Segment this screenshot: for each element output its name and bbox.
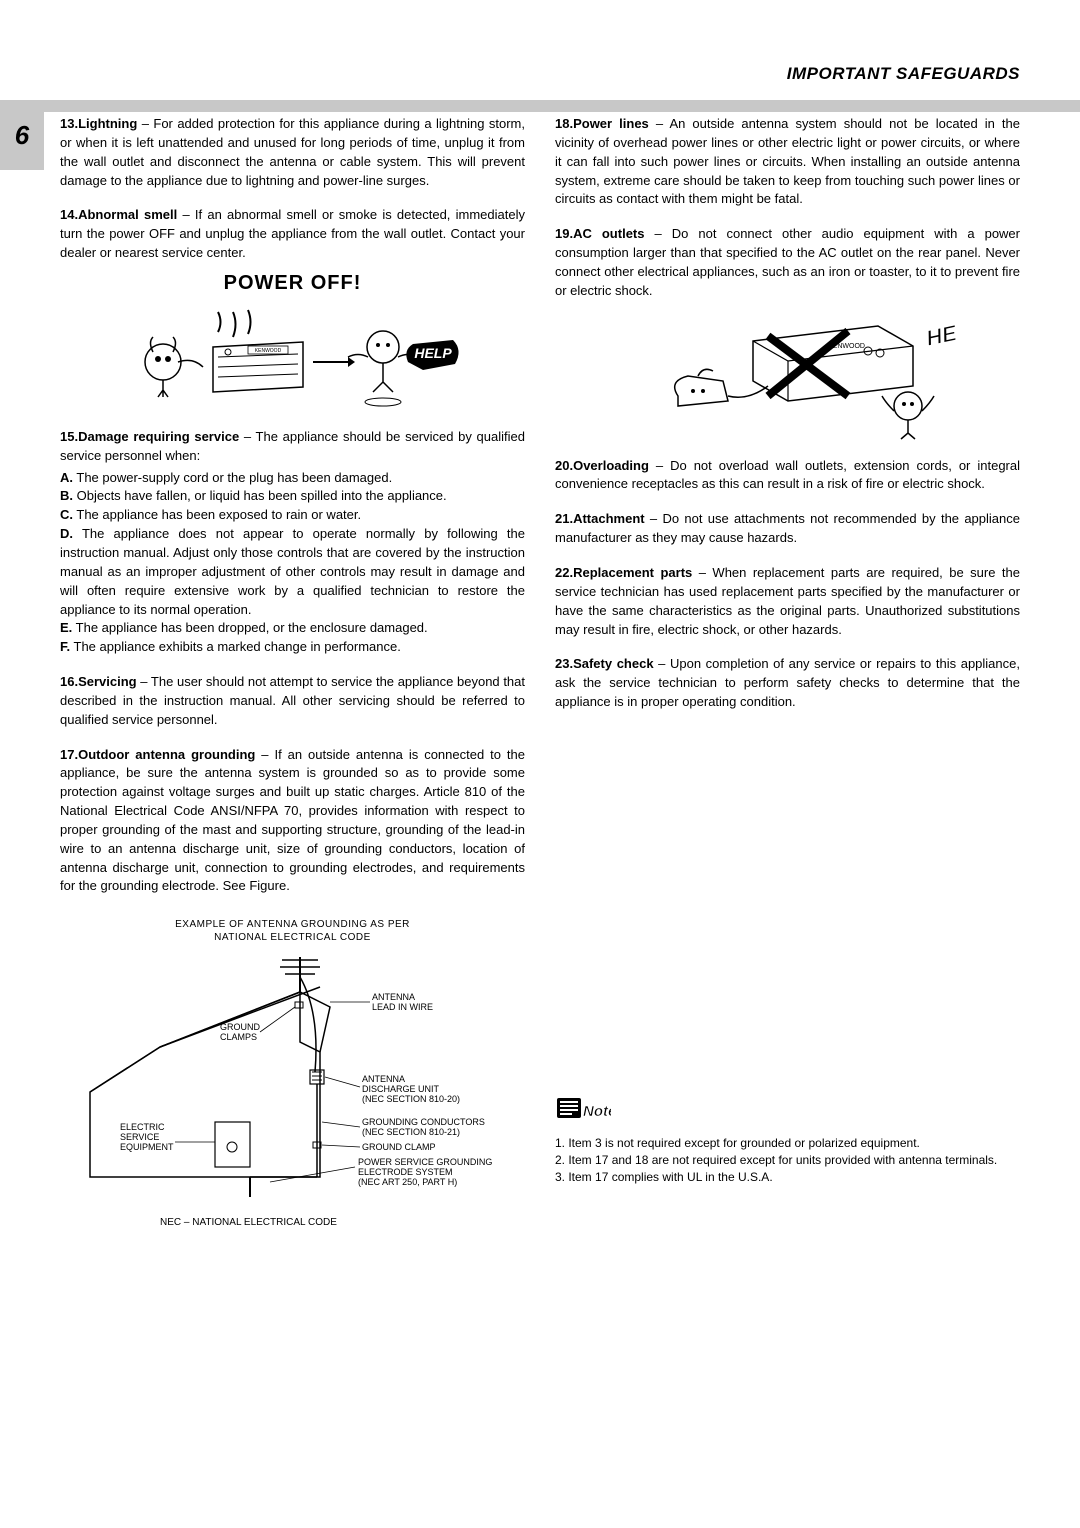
page-number: 6 bbox=[15, 120, 29, 151]
item-num: 20. bbox=[555, 458, 573, 473]
page-number-box: 6 bbox=[0, 100, 44, 170]
item-13: 13.Lightning – For added protection for … bbox=[60, 115, 525, 190]
item-num: 21. bbox=[555, 511, 573, 526]
header-title: IMPORTANT SAFEGUARDS bbox=[787, 64, 1020, 84]
power-off-cartoon-icon: HELP KENWOOD bbox=[123, 302, 463, 412]
svg-text:GROUND CLAMP: GROUND CLAMP bbox=[362, 1142, 436, 1152]
diagram-title: EXAMPLE OF ANTENNA GROUNDING AS PER NATI… bbox=[60, 918, 525, 944]
item-21: 21.Attachment – Do not use attachments n… bbox=[555, 510, 1020, 548]
item-num: 13. bbox=[60, 116, 78, 131]
notes-line: 3. Item 17 complies with UL in the U.S.A… bbox=[555, 1169, 997, 1186]
sub-item: D. The appliance does not appear to oper… bbox=[60, 525, 525, 619]
power-off-label: POWER OFF! bbox=[60, 269, 525, 298]
item-17: 17.Outdoor antenna grounding – If an out… bbox=[60, 746, 525, 897]
item-23: 23.Safety check – Upon completion of any… bbox=[555, 655, 1020, 712]
item-14: 14.Abnormal smell – If an abnormal smell… bbox=[60, 206, 525, 412]
svg-text:CLAMPS: CLAMPS bbox=[220, 1032, 257, 1042]
svg-text:GROUNDING CONDUCTORS: GROUNDING CONDUCTORS bbox=[362, 1117, 485, 1127]
svg-text:ELECTRIC: ELECTRIC bbox=[120, 1122, 165, 1132]
svg-text:KENWOOD: KENWOOD bbox=[254, 348, 281, 354]
item-num: 22. bbox=[555, 565, 573, 580]
svg-text:(NEC ART 250, PART H): (NEC ART 250, PART H) bbox=[358, 1177, 457, 1187]
item-title: Power lines bbox=[573, 116, 649, 131]
item-title: Overloading bbox=[573, 458, 649, 473]
item-num: 16. bbox=[60, 674, 78, 689]
svg-text:HELP: HELP bbox=[414, 345, 452, 361]
gray-strip bbox=[0, 100, 1080, 112]
item-title: Outdoor antenna grounding bbox=[78, 747, 255, 762]
item-18: 18.Power lines – An outside antenna syst… bbox=[555, 115, 1020, 209]
item-title: AC outlets bbox=[573, 226, 644, 241]
svg-text:DISCHARGE UNIT: DISCHARGE UNIT bbox=[362, 1084, 440, 1094]
svg-text:SERVICE: SERVICE bbox=[120, 1132, 159, 1142]
sub-list: A. The power-supply cord or the plug has… bbox=[60, 469, 525, 657]
item-title: Servicing bbox=[78, 674, 137, 689]
sub-item: C. The appliance has been exposed to rai… bbox=[60, 506, 525, 525]
item-num: 18. bbox=[555, 116, 573, 131]
notes-line: 2. Item 17 and 18 are not required excep… bbox=[555, 1152, 997, 1169]
item-19: 19.AC outlets – Do not connect other aud… bbox=[555, 225, 1020, 440]
item-title: Lightning bbox=[78, 116, 137, 131]
item-15: 15.Damage requiring service – The applia… bbox=[60, 428, 525, 657]
svg-text:ANTENNA: ANTENNA bbox=[372, 992, 415, 1002]
svg-text:LEAD IN WIRE: LEAD IN WIRE bbox=[372, 1002, 433, 1012]
item-num: 19. bbox=[555, 226, 573, 241]
item-20: 20.Overloading – Do not overload wall ou… bbox=[555, 457, 1020, 495]
notes-line: 1. Item 3 is not required except for gro… bbox=[555, 1135, 997, 1152]
right-column: 18.Power lines – An outside antenna syst… bbox=[555, 115, 1020, 1231]
item-title: Replacement parts bbox=[573, 565, 692, 580]
item-num: 14. bbox=[60, 207, 78, 222]
svg-text:ANTENNA: ANTENNA bbox=[362, 1074, 405, 1084]
item-num: 23. bbox=[555, 656, 573, 671]
item-title: Abnormal smell bbox=[78, 207, 177, 222]
svg-text:(NEC SECTION 810-20): (NEC SECTION 810-20) bbox=[362, 1094, 460, 1104]
svg-text:(NEC SECTION 810-21): (NEC SECTION 810-21) bbox=[362, 1127, 460, 1137]
svg-text:Notes: Notes bbox=[583, 1103, 611, 1120]
item-title: Safety check bbox=[573, 656, 653, 671]
item-title: Damage requiring service bbox=[78, 429, 239, 444]
item-title: Attachment bbox=[573, 511, 645, 526]
notes-icon: Notes bbox=[555, 1092, 611, 1124]
item-num: 15. bbox=[60, 429, 78, 444]
svg-text:HELP: HELP bbox=[923, 314, 957, 351]
left-column: 13.Lightning – For added protection for … bbox=[60, 115, 525, 1231]
sub-item: F. The appliance exhibits a marked chang… bbox=[60, 638, 525, 657]
item-22: 22.Replacement parts – When replacement … bbox=[555, 564, 1020, 639]
svg-text:GROUND: GROUND bbox=[220, 1022, 260, 1032]
header: IMPORTANT SAFEGUARDS bbox=[0, 0, 1080, 100]
svg-text:POWER SERVICE GROUNDING: POWER SERVICE GROUNDING bbox=[358, 1157, 492, 1167]
item-body: – If an outside antenna is connected to … bbox=[60, 747, 525, 894]
sub-item: B. Objects have fallen, or liquid has be… bbox=[60, 487, 525, 506]
svg-text:ELECTRODE SYSTEM: ELECTRODE SYSTEM bbox=[358, 1167, 453, 1177]
notes-block: Notes 1. Item 3 is not required except f… bbox=[555, 1092, 997, 1185]
item-num: 17. bbox=[60, 747, 78, 762]
antenna-grounding-diagram-icon: ANTENNA LEAD IN WIRE GROUND CLAMPS ANTEN… bbox=[60, 952, 520, 1202]
svg-text:EQUIPMENT: EQUIPMENT bbox=[120, 1142, 174, 1152]
content: 13.Lightning – For added protection for … bbox=[60, 115, 1020, 1231]
diagram-footer: NEC – NATIONAL ELECTRICAL CODE bbox=[160, 1216, 525, 1231]
sub-item: E. The appliance has been dropped, or th… bbox=[60, 619, 525, 638]
antenna-diagram: EXAMPLE OF ANTENNA GROUNDING AS PER NATI… bbox=[60, 918, 525, 1230]
ac-outlet-cartoon-icon: KENWOOD HELP bbox=[618, 311, 958, 441]
item-16: 16.Servicing – The user should not attem… bbox=[60, 673, 525, 730]
sub-item: A. The power-supply cord or the plug has… bbox=[60, 469, 525, 488]
